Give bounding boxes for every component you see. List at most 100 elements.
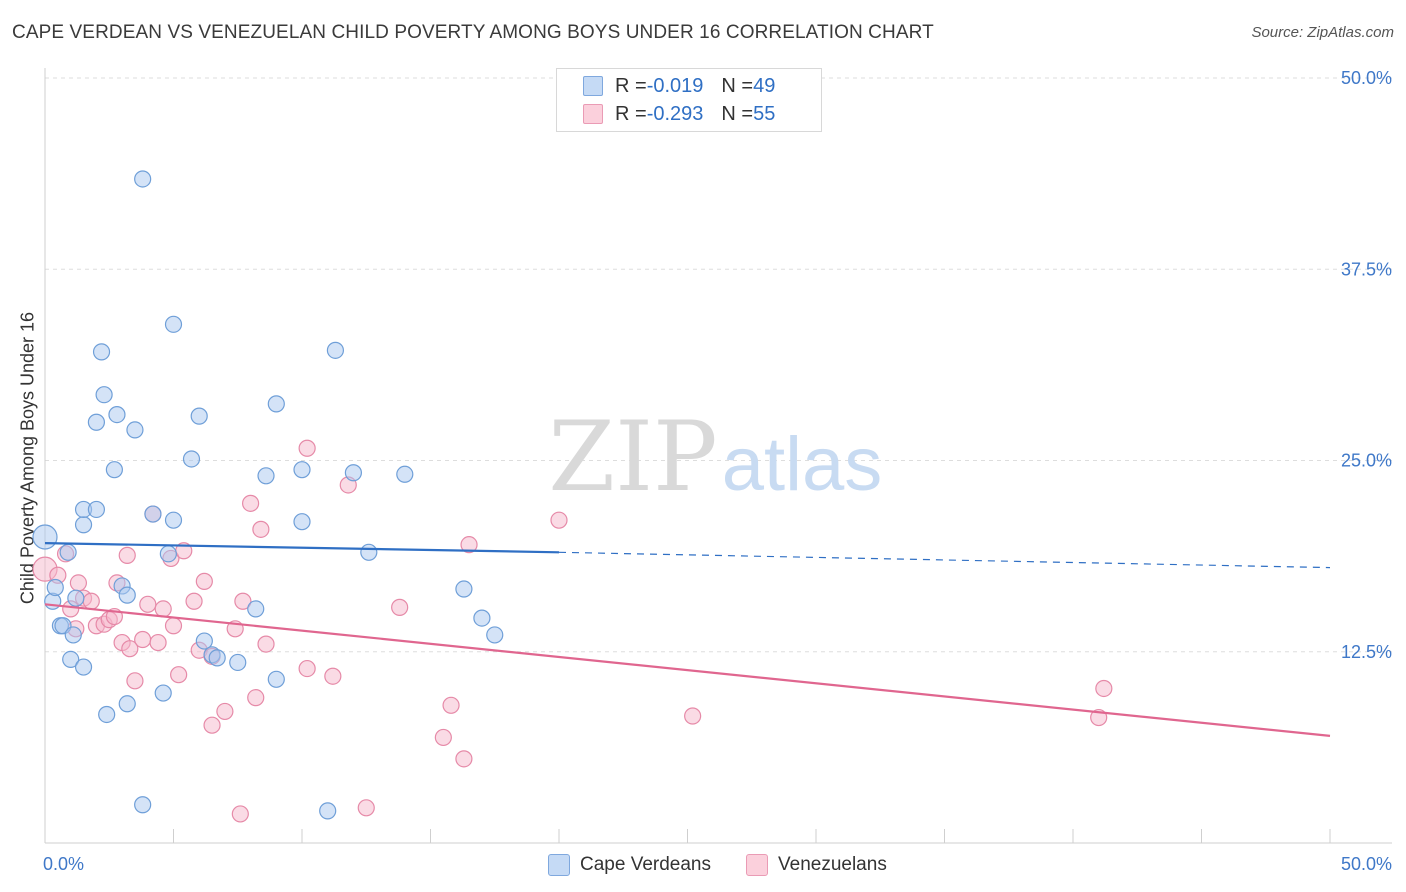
cape-verdean-point <box>46 578 64 597</box>
cape-verdean-point <box>87 413 106 431</box>
r-label: R = <box>615 74 647 97</box>
cape-verdean-point <box>257 467 275 485</box>
cape-verdean-point <box>247 600 265 618</box>
cape-verdean-point <box>74 516 93 534</box>
venezuelan-point <box>252 520 270 538</box>
venezuelan-point <box>231 805 249 823</box>
legend-item-cape-verdeans[interactable]: Cape Verdeans <box>548 852 711 878</box>
venezuelan-point <box>1095 679 1113 698</box>
chart-source: Source: ZipAtlas.com <box>1251 24 1394 41</box>
venezuelan-point <box>298 659 316 678</box>
venezuelan-point <box>391 598 409 616</box>
legend-label: Venezuelans <box>778 854 887 875</box>
venezuelan-point <box>82 592 100 610</box>
cape-verdean-point <box>108 406 126 424</box>
r-value: -0.293 <box>646 102 704 125</box>
venezuelan-point <box>357 799 375 817</box>
cape-verdean-point <box>164 315 183 333</box>
venezuelan-point <box>234 592 252 610</box>
n-label: N = <box>721 102 754 125</box>
cape-verdean-trend-line <box>44 542 560 554</box>
legend-label: Cape Verdeans <box>580 854 711 875</box>
cape-verdean-point <box>87 500 106 519</box>
cape-verdean-point <box>293 513 311 531</box>
watermark-zip: ZIP <box>548 401 717 513</box>
venezuelan-point <box>257 635 275 653</box>
venezuelan-point <box>149 633 167 652</box>
cape-verdean-point <box>118 586 136 604</box>
venezuelan-point <box>154 600 172 618</box>
venezuelan-point <box>247 689 265 707</box>
n-value: 55 <box>753 102 776 125</box>
cape-verdean-point <box>360 543 378 561</box>
venezuelan-point <box>684 707 702 725</box>
cape-verdean-point <box>126 421 144 439</box>
y-tick-label: 50.0% <box>1341 68 1392 88</box>
x-tick-label: 50.0% <box>1341 854 1392 874</box>
venezuelan-trend-line <box>44 603 1331 737</box>
venezuelan-point <box>134 630 152 649</box>
venezuelan-point <box>216 702 234 721</box>
venezuelan-point <box>324 667 342 685</box>
cape-verdean-point <box>95 386 113 404</box>
n-label: N = <box>721 74 754 97</box>
ven-legend-swatch <box>746 854 768 876</box>
cape-verdean-point <box>267 670 285 688</box>
cape-verdean-point <box>92 343 111 361</box>
cape-verdean-point <box>105 461 123 479</box>
grid-layer <box>45 77 1392 653</box>
ven-swatch <box>583 104 603 124</box>
cape-verdean-point <box>134 796 152 814</box>
stats-legend: R = -0.019 N = 49 R = -0.293 N = 55 <box>556 68 822 132</box>
cape-verdean-point <box>229 653 247 672</box>
y-tick-label: 12.5% <box>1341 642 1392 662</box>
cape-verdean-point <box>59 543 77 561</box>
venezuelan-point <box>164 617 183 635</box>
cape-verdean-point <box>293 461 311 479</box>
venezuelan-point <box>69 574 88 592</box>
cape-legend-swatch <box>548 854 570 876</box>
venezuelan-point <box>170 666 188 684</box>
venezuelan-point <box>455 750 473 768</box>
cape-verdean-point <box>164 511 183 529</box>
chart-title: CAPE VERDEAN VS VENEZUELAN CHILD POVERTY… <box>12 22 934 43</box>
venezuelan-point <box>460 536 478 554</box>
cape-verdean-point <box>473 609 491 627</box>
cape-verdean-point <box>74 658 93 676</box>
cape-verdean-point <box>486 626 504 644</box>
legend-item-venezuelans[interactable]: Venezuelans <box>746 852 887 878</box>
cape-verdean-point <box>195 632 213 650</box>
trend-layer <box>44 542 1331 737</box>
y-tick-label: 37.5% <box>1341 259 1392 279</box>
cape-verdean-point <box>118 695 136 713</box>
cape-verdean-point <box>182 450 201 468</box>
watermark-atlas: atlas <box>722 422 883 507</box>
cape-verdean-point <box>64 626 82 644</box>
venezuelan-point <box>126 672 144 690</box>
cape-verdean-point <box>455 580 473 598</box>
stats-legend-row-ven: R = -0.293 N = 55 <box>583 101 775 127</box>
cape-verdean-point <box>154 684 172 702</box>
axes-layer <box>44 68 1392 844</box>
venezuelan-point <box>242 494 260 512</box>
venezuelan-point <box>550 511 568 529</box>
points-layer <box>32 170 1113 823</box>
cape-verdean-point <box>190 407 208 425</box>
cape-verdean-point <box>159 545 177 563</box>
stats-legend-row-cape: R = -0.019 N = 49 <box>583 73 775 99</box>
venezuelan-point <box>121 640 139 658</box>
cape-verdean-point <box>134 170 152 188</box>
venezuelan-point <box>203 716 221 734</box>
cape-verdean-point <box>326 341 345 359</box>
cape-verdean-point <box>62 650 80 669</box>
cape-verdean-trend-extension <box>558 551 1331 569</box>
venezuelan-point <box>139 595 157 613</box>
x-tick-label: 0.0% <box>43 854 84 874</box>
venezuelan-point <box>185 592 203 610</box>
r-label: R = <box>615 102 647 125</box>
cape-verdean-point <box>267 395 285 413</box>
cape-verdean-point <box>144 505 162 523</box>
venezuelan-point <box>442 696 460 714</box>
cape-swatch <box>583 76 603 96</box>
